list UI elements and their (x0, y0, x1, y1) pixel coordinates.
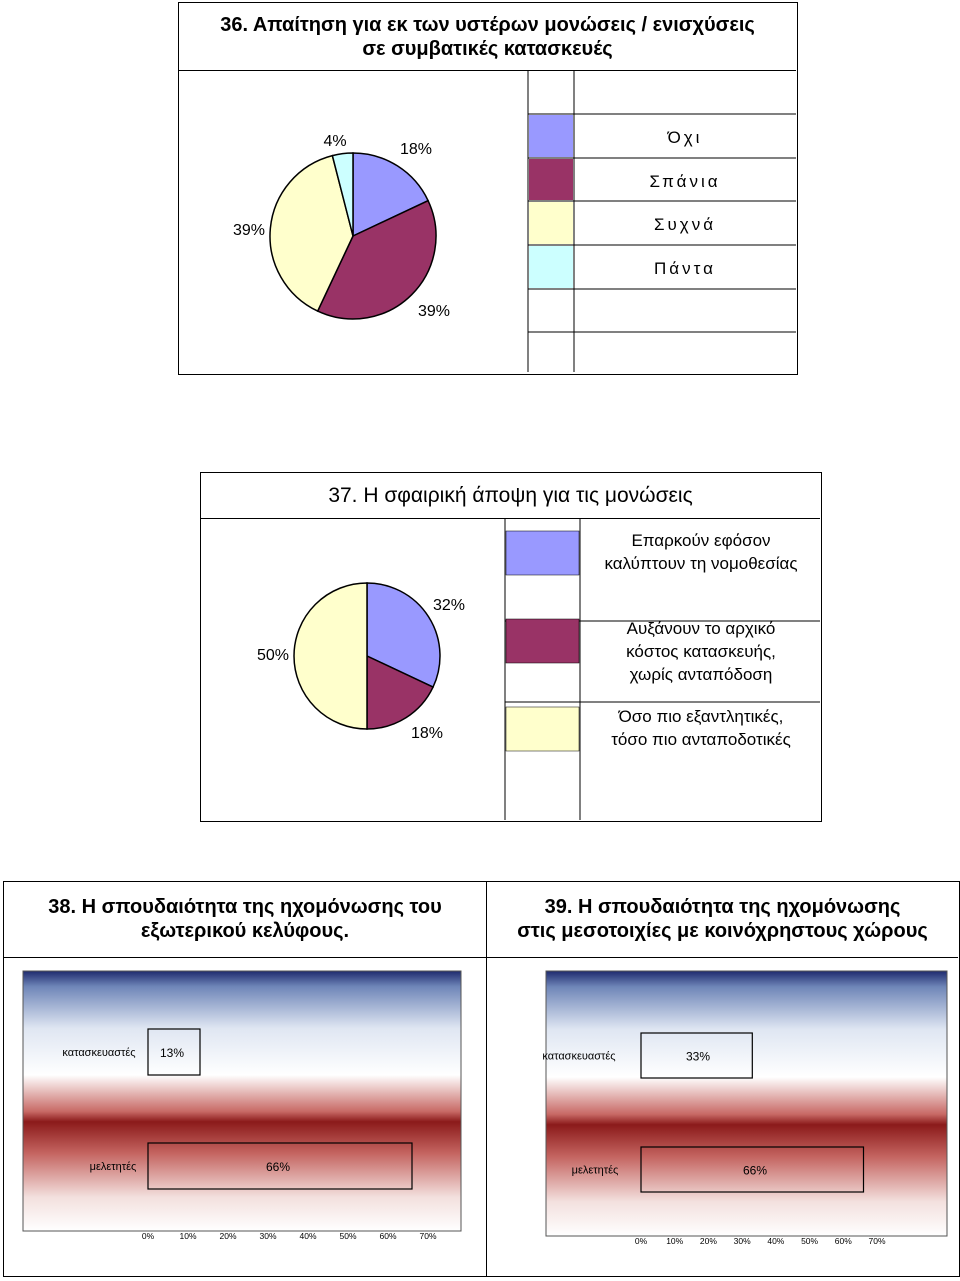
chart-37-title-text: 37. Η σφαιρική άποψη για τις μονώσεις (328, 484, 693, 507)
chart-38-title: 38. Η σπουδαιότητα της ηχομόνωσης του εξ… (4, 882, 486, 958)
chart-37-legend-label-3-line-2: τόσο πιο ανταποδοτικές (611, 730, 791, 749)
chart-37-pie: 32% 18% 50% (257, 582, 465, 742)
chart-39-category-label-2: μελετητές (572, 1165, 619, 1177)
chart-37-legend-label-3-line-1: Όσο πιο εξαντλητικές, (618, 707, 784, 726)
chart-38-tick-label-6: 60% (379, 1231, 396, 1241)
chart-38-title-line-1: 38. Η σπουδαιότητα της ηχομόνωσης του (48, 896, 442, 918)
chart-36-legend-swatch-2 (529, 159, 573, 200)
chart-39-svg: κατασκευαστές 33% μελετητές 66% 0% 10% 20% 30% 4… (542, 970, 948, 1246)
chart-38-tick-label-2: 20% (219, 1231, 236, 1241)
chart-38-tick-label-3: 30% (259, 1231, 276, 1241)
chart-38-tick-label-1: 10% (179, 1231, 196, 1241)
chart-37-legend-swatch-1 (505, 530, 580, 576)
chart-36-legend-label-3: Συχνά (654, 215, 716, 234)
chart-39-tick-label-1: 10% (666, 1236, 683, 1246)
chart-36-panel: 36. Απαίτηση για εκ των υστέρων μονώσεις… (178, 2, 798, 375)
chart-37-legend-swatch-2 (505, 618, 580, 664)
chart-37-legend-label-1-line-2: καλύπτουν τη νομοθεσίας (604, 554, 797, 573)
chart-38-tick-label-4: 40% (299, 1231, 316, 1241)
chart-37-legend-label-2-line-3: χωρίς ανταπόδοση (630, 665, 773, 684)
chart-37-legend-grid: Επαρκούν εφόσον καλύπτουν τη νομοθεσίας Αυ… (504, 519, 820, 820)
chart-37-title: 37. Η σφαιρική άποψη για τις μονώσεις (201, 473, 820, 519)
chart-36-title-text: 36. Απαίτηση για εκ των υστέρων μονώσεις… (220, 14, 755, 60)
chart-37-panel: 37. Η σφαιρική άποψη για τις μονώσεις 32… (200, 472, 822, 822)
chart-39-tick-label-5: 50% (801, 1236, 818, 1246)
chart-38-category-label-2: μελετητές (90, 1161, 137, 1173)
chart-36-legend-swatch-1 (529, 115, 573, 157)
chart-36-legend-swatch-4 (529, 246, 573, 288)
chart-38-data-label-1: 13% (160, 1046, 184, 1060)
chart-37-slice-3 (293, 582, 368, 730)
chart-38-tick-label-7: 70% (419, 1231, 436, 1241)
chart-36-slice-4 (331, 152, 354, 237)
chart-36-legend-label-1: Όχι (667, 128, 703, 147)
chart-36-data-label-4: 4% (323, 133, 346, 150)
chart-37-legend-label-2-line-2: κόστος κατασκευής, (626, 642, 776, 661)
chart-37-data-label-3: 50% (257, 647, 289, 664)
chart-38-title-line-2: εξωτερικού κελύφους. (140, 920, 350, 942)
chart-38-data-label-2: 66% (266, 1160, 290, 1174)
chart-36-slice-3 (269, 154, 354, 313)
chart-36-pie: 18% 39% 39% 4% (233, 133, 450, 320)
chart-36-data-label-1: 18% (400, 141, 432, 158)
chart-39-plot-area (545, 970, 948, 1237)
chart-39-category-label-1: κατασκευαστές (542, 1051, 615, 1063)
chart-37-slice-2 (366, 654, 435, 730)
chart-38-plot-area (22, 970, 462, 1232)
chart-37-legend-label-2-line-1: Αυξάνουν το αρχικό (627, 619, 776, 638)
chart-36-title: 36. Απαίτηση για εκ των υστέρων μονώσεις… (179, 3, 796, 71)
chart-38-svg: κατασκευαστές 13% μελετητές 66% 0% 10% 20% 30% 4… (22, 970, 462, 1241)
chart-37-legend-swatch-3 (505, 706, 580, 752)
chart-36-legend-grid: Όχι Σπάνια Συχνά Πάντα (527, 71, 796, 372)
chart-38-category-label-1: κατασκευαστές (62, 1047, 135, 1059)
chart-37-svg: 32% 18% 50% Επαρκούν εφόσον καλύπτουν τη νο… (257, 519, 820, 820)
chart-36-legend-label-2: Σπάνια (649, 172, 720, 191)
chart-39-tick-label-2: 20% (700, 1236, 717, 1246)
chart-39-tick-label-3: 30% (734, 1236, 751, 1246)
chart-39-tick-label-4: 40% (767, 1236, 784, 1246)
chart-39-data-label-2: 66% (743, 1164, 767, 1178)
chart-38-panel: 38. Η σπουδαιότητα της ηχομόνωσης του εξ… (3, 881, 488, 1277)
chart-39-tick-label-6: 60% (835, 1236, 852, 1246)
chart-36-slice-2 (316, 199, 437, 320)
chart-36-slice-1 (352, 152, 430, 238)
chart-38-tick-label-0: 0% (142, 1231, 155, 1241)
chart-39-title-line-2: στις μεσοτοιχίες με κοινόχρηστους χώρους (517, 920, 928, 942)
chart-37-slice-1 (366, 582, 441, 689)
chart-37-data-label-1: 32% (433, 597, 465, 614)
chart-37-data-label-2: 18% (411, 725, 443, 742)
chart-39-title: 39. Η σπουδαιότητα της ηχομόνωσης στις μ… (487, 882, 958, 958)
chart-39-panel: 39. Η σπουδαιότητα της ηχομόνωσης στις μ… (486, 881, 960, 1277)
chart-36-data-label-3: 39% (233, 222, 265, 239)
chart-39-tick-label-0: 0% (635, 1236, 648, 1246)
chart-39-data-label-1: 33% (686, 1050, 710, 1064)
chart-38-tick-label-5: 50% (339, 1231, 356, 1241)
chart-36-svg: 18% 39% 39% 4% Όχι Σπάνια Συχνά Πάντα (233, 71, 796, 372)
chart-39-title-line-1: 39. Η σπουδαιότητα της ηχομόνωσης (544, 896, 901, 918)
chart-37-legend-label-1-line-1: Επαρκούν εφόσον (631, 531, 770, 550)
chart-36-legend-swatch-3 (529, 202, 573, 244)
chart-39-tick-label-7: 70% (868, 1236, 885, 1246)
chart-36-legend-label-4: Πάντα (654, 259, 716, 278)
chart-36-data-label-2: 39% (418, 303, 450, 320)
